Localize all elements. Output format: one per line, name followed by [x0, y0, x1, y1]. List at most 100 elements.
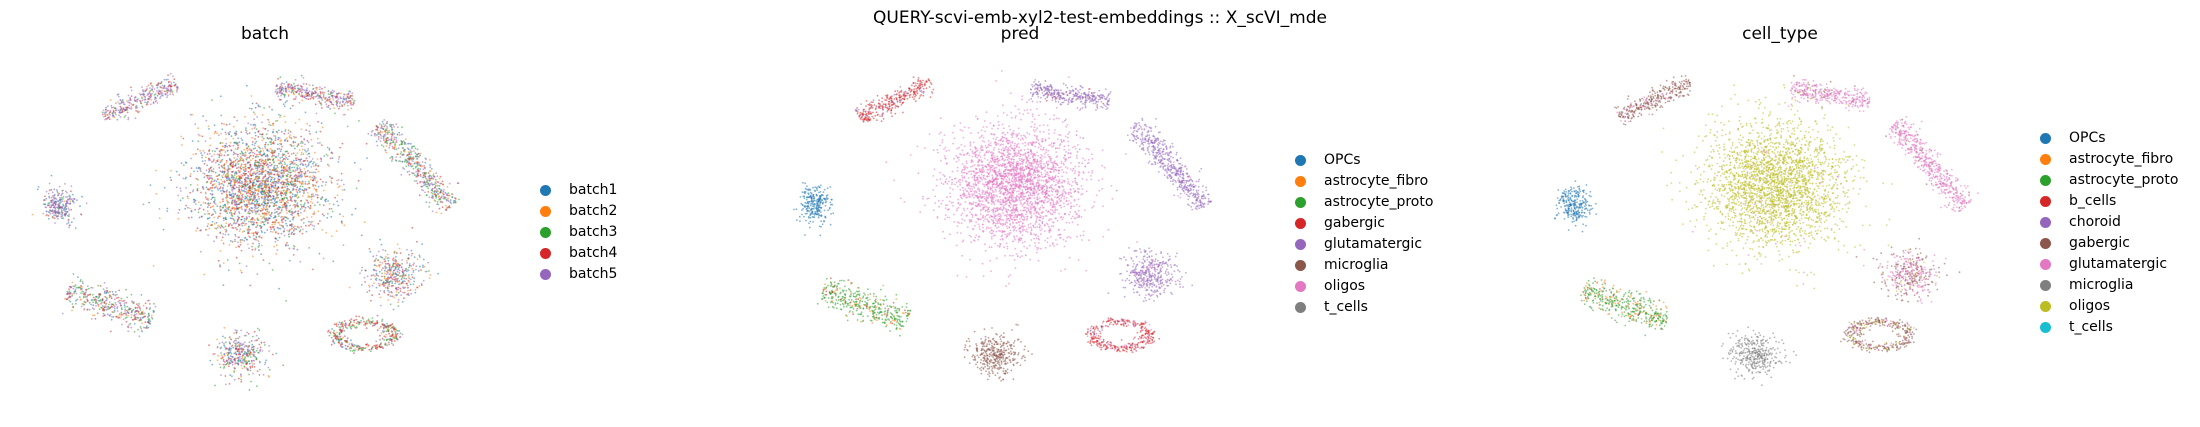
- scatter-point: [289, 199, 292, 202]
- scatter-point: [264, 169, 267, 172]
- scatter-point: [214, 161, 217, 164]
- scatter-point: [240, 249, 243, 252]
- scatter-point: [312, 268, 314, 271]
- scatter-point: [272, 166, 275, 169]
- scatter-point: [224, 145, 227, 147]
- scatter-point: [102, 305, 104, 307]
- scatter-point: [286, 185, 289, 188]
- scatter-point: [238, 141, 241, 143]
- scatter-point: [62, 217, 65, 220]
- scatter-point: [226, 200, 229, 203]
- scatter-point: [268, 176, 270, 179]
- scatter-point: [293, 159, 295, 162]
- scatter-point: [233, 174, 236, 176]
- scatter-point: [141, 97, 144, 100]
- scatter-point: [64, 297, 66, 300]
- scatter-point: [283, 228, 286, 230]
- scatter-point: [219, 205, 222, 208]
- scatter-point: [255, 183, 258, 186]
- scatter-point: [241, 139, 244, 142]
- scatter-point: [267, 143, 269, 146]
- scatter-point: [245, 131, 248, 134]
- scatter-point: [214, 384, 216, 387]
- scatter-point: [127, 94, 130, 97]
- scatter-point: [419, 265, 421, 268]
- scatter-point: [265, 141, 267, 144]
- scatter-point: [391, 160, 393, 162]
- scatter-point: [261, 184, 264, 186]
- scatter-point: [320, 103, 323, 106]
- scatter-point: [197, 211, 200, 214]
- scatter-point: [293, 166, 296, 169]
- scatter-point: [210, 224, 212, 227]
- scatter-point: [213, 196, 216, 199]
- scatter-point: [248, 341, 251, 344]
- scatter-point: [233, 194, 235, 196]
- scatter-point: [250, 95, 253, 97]
- scatter-point: [124, 308, 127, 311]
- scatter-point: [130, 89, 133, 92]
- scatter-point: [278, 147, 281, 150]
- scatter-point: [284, 158, 287, 161]
- scatter-point: [143, 93, 146, 96]
- scatter-point: [75, 286, 78, 289]
- scatter-point: [317, 170, 320, 173]
- scatter-point: [265, 214, 268, 216]
- scatter-point: [272, 152, 275, 154]
- scatter-point: [395, 148, 398, 151]
- scatter-point: [240, 364, 243, 367]
- scatter-point: [266, 137, 269, 139]
- scatter-point: [208, 168, 211, 171]
- scatter-point: [173, 81, 175, 84]
- scatter-point: [309, 200, 312, 203]
- scatter-point: [129, 307, 132, 310]
- scatter-point: [241, 190, 243, 192]
- scatter-point: [195, 153, 197, 155]
- scatter-point: [382, 145, 385, 148]
- scatter-point: [249, 107, 251, 110]
- scatter-point: [125, 320, 128, 323]
- scatter-point: [219, 201, 222, 204]
- scatter-point: [100, 302, 102, 305]
- scatter-point: [214, 130, 217, 133]
- scatter-point: [383, 269, 386, 272]
- scatter-point: [125, 301, 128, 304]
- scatter-point: [240, 137, 243, 140]
- scatter-point: [270, 178, 273, 181]
- scatter-point: [259, 209, 262, 212]
- scatter-point: [272, 131, 274, 134]
- scatter-point: [288, 83, 291, 86]
- scatter-point: [324, 86, 326, 89]
- scatter-point: [386, 322, 388, 325]
- scatter-point: [276, 191, 279, 193]
- scatter-point: [320, 160, 323, 163]
- scatter-point: [227, 177, 230, 179]
- scatter-point: [201, 160, 204, 162]
- scatter-point: [345, 93, 348, 96]
- scatter-point: [372, 255, 375, 258]
- scatter-point: [247, 166, 249, 169]
- scatter-point: [234, 211, 237, 213]
- scatter-point: [63, 207, 66, 210]
- scatter-point: [109, 290, 111, 293]
- scatter-point: [222, 284, 225, 287]
- scatter-point: [256, 178, 259, 180]
- scatter-point: [280, 190, 283, 193]
- scatter-point: [241, 224, 244, 227]
- scatter-point: [189, 183, 192, 186]
- scatter-point: [225, 193, 228, 196]
- scatter-point: [351, 97, 353, 100]
- scatter-point: [36, 188, 39, 191]
- scatter-point: [241, 208, 243, 211]
- scatter-point: [333, 323, 336, 326]
- scatter-point: [395, 160, 398, 162]
- scatter-point: [270, 201, 272, 204]
- points-batch1: [36, 74, 456, 391]
- scatter-point: [391, 330, 394, 333]
- scatter-point: [253, 206, 256, 209]
- scatter-point: [251, 167, 253, 170]
- scatter-point: [278, 98, 281, 101]
- scatter-point: [234, 164, 237, 167]
- scatter-point: [378, 264, 380, 267]
- scatter-point: [261, 212, 264, 215]
